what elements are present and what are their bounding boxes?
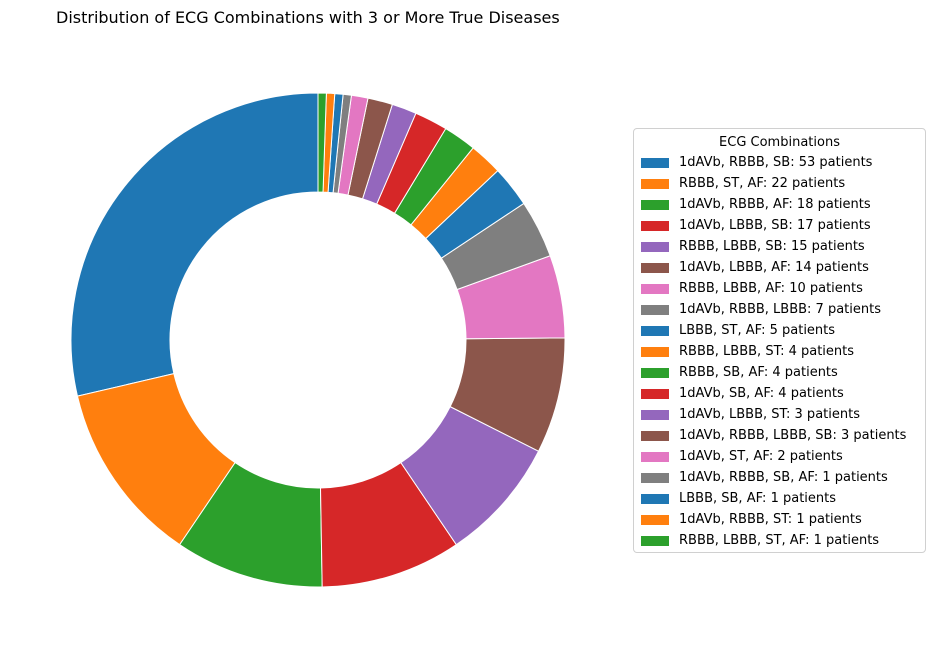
legend-label: RBBB, LBBB, SB: 15 patients <box>679 239 865 254</box>
legend-swatch <box>641 220 669 231</box>
legend-item: RBBB, LBBB, ST, AF: 1 patients <box>634 530 925 551</box>
legend-swatch <box>641 388 669 399</box>
legend-label: RBBB, SB, AF: 4 patients <box>679 365 838 380</box>
legend-label: 1dAVb, RBBB, SB: 53 patients <box>679 155 873 170</box>
legend-swatch <box>641 514 669 525</box>
legend-label: RBBB, LBBB, ST, AF: 1 patients <box>679 533 880 548</box>
legend-label: 1dAVb, LBBB, AF: 14 patients <box>679 260 869 275</box>
legend-item: 1dAVb, RBBB, ST: 1 patients <box>634 509 925 530</box>
legend-swatch <box>641 472 669 483</box>
donut-slice-19 <box>317 92 327 193</box>
donut-chart <box>70 92 566 588</box>
legend-label: LBBB, SB, AF: 1 patients <box>679 491 837 506</box>
legend-item: 1dAVb, LBBB, ST: 3 patients <box>634 404 925 425</box>
legend-item: LBBB, SB, AF: 1 patients <box>634 488 925 509</box>
legend-swatch <box>641 367 669 378</box>
legend-item: RBBB, SB, AF: 4 patients <box>634 362 925 383</box>
legend-list: 1dAVb, RBBB, SB: 53 patients RBBB, ST, AF… <box>634 152 925 551</box>
legend-label: 1dAVb, RBBB, ST: 1 patients <box>679 512 862 527</box>
legend-item: 1dAVb, RBBB, SB: 53 patients <box>634 152 925 173</box>
legend-label: RBBB, LBBB, ST: 4 patients <box>679 344 855 359</box>
legend-swatch <box>641 178 669 189</box>
legend-item: 1dAVb, ST, AF: 2 patients <box>634 446 925 467</box>
legend-label: RBBB, LBBB, AF: 10 patients <box>679 281 863 296</box>
legend-item: RBBB, LBBB, ST: 4 patients <box>634 341 925 362</box>
chart-title: Distribution of ECG Combinations with 3 … <box>56 8 560 27</box>
legend-swatch <box>641 409 669 420</box>
legend-swatch <box>641 346 669 357</box>
legend-item: 1dAVb, RBBB, LBBB, SB: 3 patients <box>634 425 925 446</box>
legend-swatch <box>641 535 669 546</box>
legend-item: 1dAVb, LBBB, SB: 17 patients <box>634 215 925 236</box>
legend-item: LBBB, ST, AF: 5 patients <box>634 320 925 341</box>
legend-item: 1dAVb, SB, AF: 4 patients <box>634 383 925 404</box>
legend-swatch <box>641 451 669 462</box>
legend-title: ECG Combinations <box>719 135 840 150</box>
legend-label: 1dAVb, LBBB, SB: 17 patients <box>679 218 871 233</box>
legend-swatch <box>641 283 669 294</box>
legend-swatch <box>641 199 669 210</box>
legend-label: 1dAVb, SB, AF: 4 patients <box>679 386 844 401</box>
legend-label: 1dAVb, RBBB, SB, AF: 1 patients <box>679 470 888 485</box>
legend-swatch <box>641 304 669 315</box>
legend-swatch <box>641 157 669 168</box>
legend-swatch <box>641 430 669 441</box>
legend-item: RBBB, LBBB, SB: 15 patients <box>634 236 925 257</box>
legend-label: 1dAVb, RBBB, LBBB, SB: 3 patients <box>679 428 907 443</box>
legend-swatch <box>641 241 669 252</box>
legend-label: 1dAVb, LBBB, ST: 3 patients <box>679 407 860 422</box>
legend-swatch <box>641 493 669 504</box>
legend-swatch <box>641 262 669 273</box>
legend-label: 1dAVb, ST, AF: 2 patients <box>679 449 843 464</box>
legend-item: RBBB, ST, AF: 22 patients <box>634 173 925 194</box>
donut-slice-1 <box>70 92 319 397</box>
legend-swatch <box>641 325 669 336</box>
legend-label: RBBB, ST, AF: 22 patients <box>679 176 846 191</box>
legend-label: 1dAVb, RBBB, AF: 18 patients <box>679 197 871 212</box>
legend-label: 1dAVb, RBBB, LBBB: 7 patients <box>679 302 881 317</box>
legend-item: 1dAVb, RBBB, SB, AF: 1 patients <box>634 467 925 488</box>
legend: ECG Combinations 1dAVb, RBBB, SB: 53 pat… <box>633 128 926 553</box>
legend-item: 1dAVb, LBBB, AF: 14 patients <box>634 257 925 278</box>
legend-label: LBBB, ST, AF: 5 patients <box>679 323 836 338</box>
legend-item: RBBB, LBBB, AF: 10 patients <box>634 278 925 299</box>
legend-item: 1dAVb, RBBB, AF: 18 patients <box>634 194 925 215</box>
legend-item: 1dAVb, RBBB, LBBB: 7 patients <box>634 299 925 320</box>
